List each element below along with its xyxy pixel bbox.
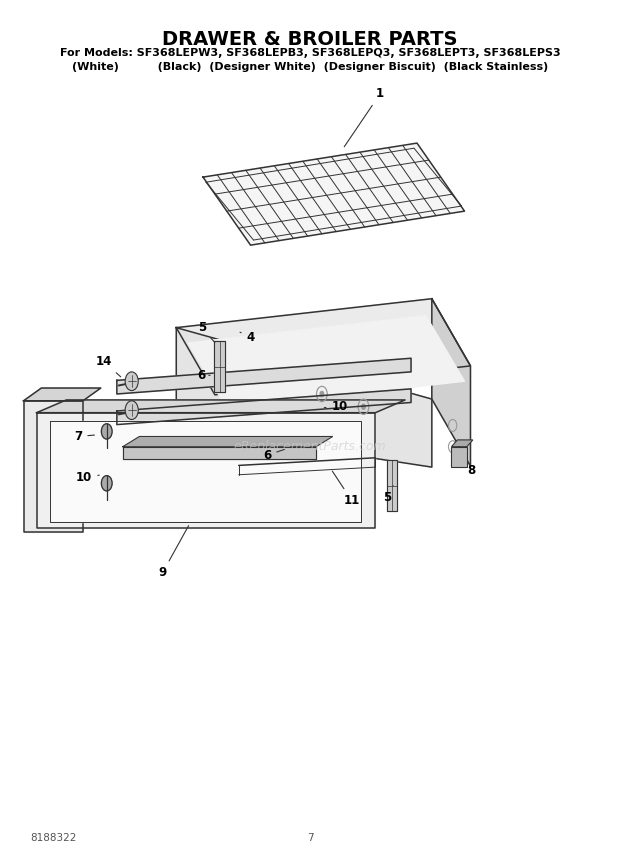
Polygon shape bbox=[215, 342, 225, 392]
Bar bbox=[451, 447, 467, 467]
Text: 5: 5 bbox=[198, 321, 215, 342]
Text: 10: 10 bbox=[324, 401, 348, 413]
Text: 4: 4 bbox=[240, 330, 255, 343]
Polygon shape bbox=[24, 401, 83, 532]
Text: 8: 8 bbox=[467, 461, 476, 477]
Polygon shape bbox=[24, 388, 101, 401]
Polygon shape bbox=[451, 440, 473, 447]
Polygon shape bbox=[123, 437, 332, 447]
Polygon shape bbox=[176, 299, 471, 395]
Polygon shape bbox=[37, 413, 375, 528]
Text: (White)          (Black)  (Designer White)  (Designer Biscuit)  (Black Stainless: (White) (Black) (Designer White) (Design… bbox=[72, 62, 548, 72]
Text: 7: 7 bbox=[74, 430, 94, 443]
Polygon shape bbox=[117, 389, 411, 425]
Polygon shape bbox=[117, 359, 411, 394]
Text: 11: 11 bbox=[332, 471, 360, 507]
Text: 14: 14 bbox=[95, 355, 121, 377]
Text: DRAWER & BROILER PARTS: DRAWER & BROILER PARTS bbox=[162, 30, 458, 49]
Polygon shape bbox=[432, 299, 471, 467]
Circle shape bbox=[320, 391, 324, 396]
Polygon shape bbox=[387, 461, 397, 511]
Text: For Models: SF368LEPW3, SF368LEPB3, SF368LEPQ3, SF368LEPT3, SF368LEPS3: For Models: SF368LEPW3, SF368LEPB3, SF36… bbox=[60, 48, 560, 58]
Polygon shape bbox=[203, 143, 464, 245]
Polygon shape bbox=[50, 421, 360, 521]
Text: 9: 9 bbox=[159, 526, 188, 579]
Text: 5: 5 bbox=[383, 485, 393, 504]
Circle shape bbox=[125, 401, 138, 419]
Text: eReplacementParts.com: eReplacementParts.com bbox=[234, 440, 386, 453]
Text: 6: 6 bbox=[198, 369, 210, 382]
Text: 6: 6 bbox=[263, 449, 285, 461]
Circle shape bbox=[102, 424, 112, 439]
Circle shape bbox=[102, 476, 112, 491]
Polygon shape bbox=[176, 328, 432, 467]
Text: 1: 1 bbox=[344, 87, 384, 146]
Text: 8188322: 8188322 bbox=[30, 833, 77, 843]
Polygon shape bbox=[37, 400, 405, 413]
Circle shape bbox=[125, 372, 138, 390]
Text: 10: 10 bbox=[76, 471, 99, 484]
Circle shape bbox=[361, 404, 365, 409]
Polygon shape bbox=[188, 316, 464, 408]
Text: 7: 7 bbox=[307, 833, 313, 843]
Polygon shape bbox=[123, 447, 316, 460]
